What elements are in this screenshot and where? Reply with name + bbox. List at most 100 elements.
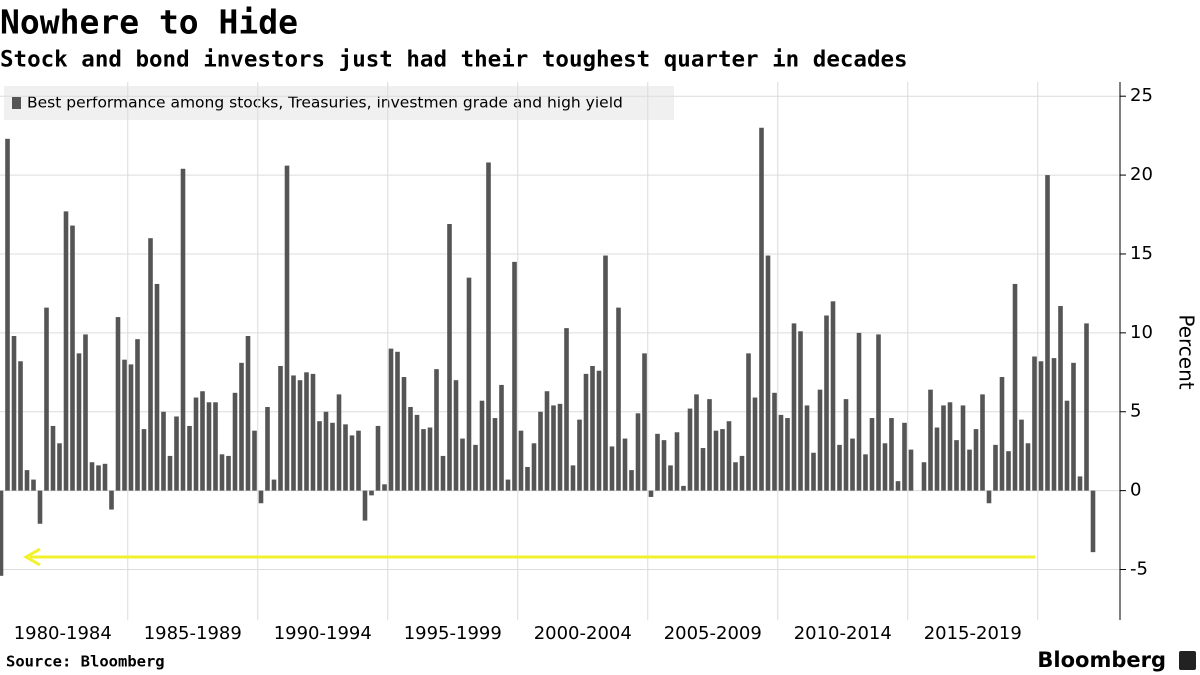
- bar: [70, 225, 75, 491]
- bar: [200, 391, 205, 491]
- bar: [1051, 358, 1057, 491]
- y-tick-label: 0: [1130, 480, 1141, 501]
- bar: [928, 389, 933, 491]
- bar: [408, 407, 413, 491]
- bar: [824, 315, 829, 491]
- bar: [583, 373, 589, 491]
- bar: [635, 413, 641, 491]
- annotation-arrowhead: [22, 547, 41, 567]
- bar: [284, 165, 290, 491]
- bar: [258, 490, 264, 504]
- bar: [323, 411, 329, 491]
- x-tick-label: 2005-2009: [664, 623, 762, 644]
- bar: [434, 369, 439, 491]
- bar: [128, 364, 134, 491]
- chart-subtitle: Stock and bond investors just had their …: [0, 47, 908, 73]
- bar: [239, 362, 244, 491]
- bar: [395, 351, 400, 491]
- bar: [0, 490, 4, 576]
- bar: [180, 168, 186, 491]
- bar: [219, 454, 225, 491]
- bar: [213, 402, 218, 491]
- bar: [622, 438, 628, 491]
- bar: [63, 211, 69, 491]
- bar: [466, 277, 472, 491]
- x-tick-label: 2010-2014: [794, 623, 892, 644]
- bar: [921, 462, 927, 491]
- bar: [343, 424, 348, 491]
- bar: [778, 414, 784, 491]
- bar: [603, 255, 608, 491]
- bar: [453, 380, 459, 491]
- brand-logo: [1179, 651, 1196, 670]
- bar: [1084, 323, 1089, 491]
- bar: [83, 334, 88, 491]
- legend-label: Best performance among stocks, Treasurie…: [27, 94, 623, 112]
- bar: [414, 414, 420, 491]
- x-tick-label: 2000-2004: [534, 623, 632, 644]
- bar: [1019, 419, 1024, 491]
- bar: [525, 466, 530, 491]
- chart-title: Nowhere to Hide: [0, 3, 298, 42]
- bar: [973, 429, 979, 491]
- bar: [427, 427, 433, 491]
- legend-box: [4, 86, 674, 120]
- bar: [141, 429, 147, 491]
- bar: [271, 479, 277, 491]
- bar: [960, 405, 966, 491]
- bar: [577, 419, 582, 491]
- bar: [96, 465, 101, 491]
- bar: [265, 407, 270, 491]
- bar: [193, 397, 199, 491]
- bar: [388, 348, 394, 491]
- bar: [616, 307, 621, 491]
- bar: [538, 411, 543, 491]
- bar: [187, 425, 192, 491]
- bar: [518, 430, 524, 491]
- bar: [596, 370, 602, 491]
- bar: [11, 336, 17, 491]
- bar: [934, 427, 940, 491]
- bar: [687, 408, 693, 491]
- bar: [798, 331, 803, 491]
- bar: [122, 359, 127, 491]
- bar: [1045, 175, 1050, 491]
- bar: [726, 421, 732, 491]
- bar: [50, 425, 56, 491]
- bar: [804, 405, 810, 491]
- bar: [817, 389, 823, 491]
- bar: [700, 448, 706, 491]
- bar: [492, 418, 498, 491]
- bar: [369, 490, 374, 496]
- bar: [993, 444, 998, 491]
- bar: [505, 479, 511, 491]
- bar: [551, 405, 556, 491]
- bar: [947, 402, 953, 491]
- bar: [252, 430, 257, 491]
- bar: [908, 449, 914, 491]
- bar: [336, 394, 342, 491]
- bar: [642, 353, 647, 491]
- bar: [557, 403, 563, 491]
- bar: [401, 377, 407, 491]
- bar: [356, 430, 361, 491]
- bar: [317, 421, 322, 491]
- bar: [375, 425, 381, 491]
- bar: [772, 392, 777, 491]
- y-tick-label: 20: [1130, 164, 1153, 185]
- bar: [460, 438, 465, 491]
- bar: [31, 479, 36, 491]
- bar: [479, 400, 485, 491]
- bar: [206, 402, 212, 491]
- bar: [226, 455, 231, 491]
- bar: [154, 283, 160, 491]
- bar: [1025, 443, 1031, 491]
- bar: [811, 452, 816, 491]
- x-tick-label: 1985-1989: [144, 623, 242, 644]
- bar: [1071, 362, 1076, 491]
- bar: [707, 399, 712, 491]
- bar: [694, 394, 699, 491]
- bar: [954, 440, 959, 491]
- bar: [1064, 400, 1070, 491]
- bar: [1006, 451, 1011, 491]
